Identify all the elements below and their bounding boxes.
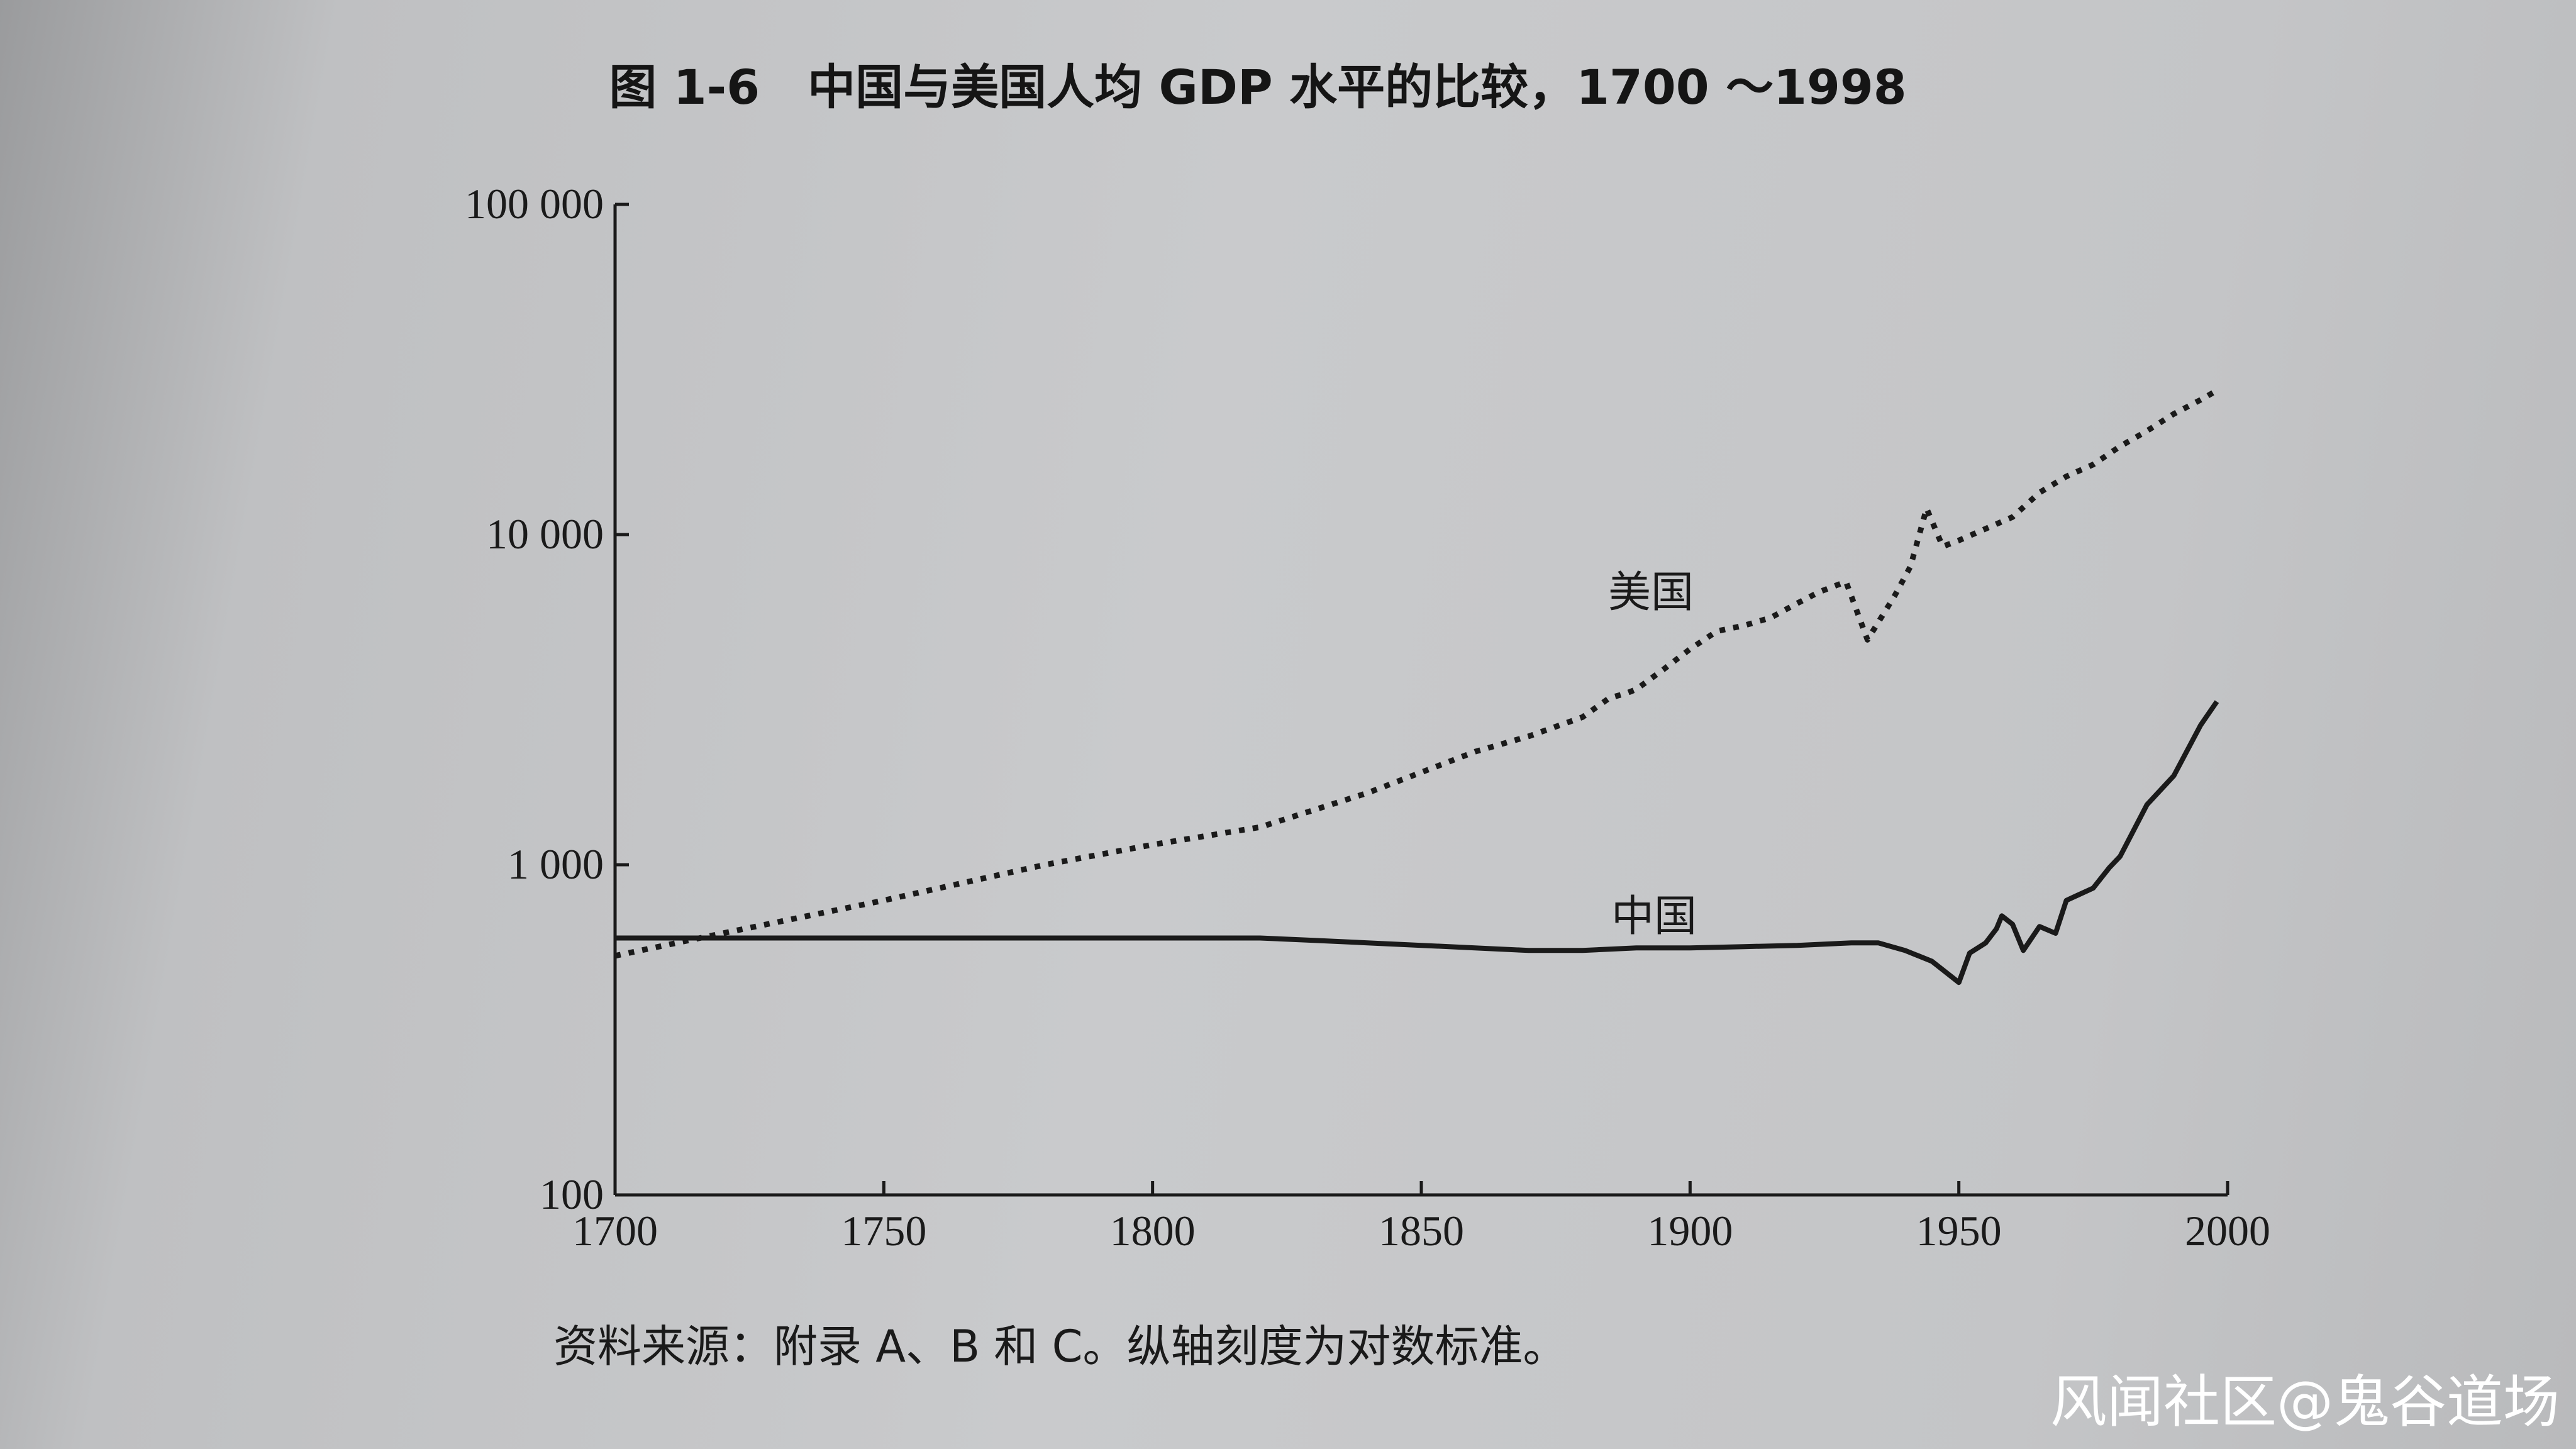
y-tick-label-10000: 10 000 bbox=[486, 510, 604, 558]
chart-title: 图 1-6 中国与美国人均 GDP 水平的比较，1700 ～1998 bbox=[609, 59, 1906, 115]
y-tick-label-100000: 100 000 bbox=[465, 180, 604, 228]
series-lines bbox=[614, 388, 2219, 985]
x-tick-label-2000: 2000 bbox=[2185, 1207, 2270, 1255]
y-tick-label-100: 100 bbox=[540, 1170, 604, 1218]
y-axis-ticks: 100 1 000 10 000 100 000 bbox=[465, 180, 629, 1218]
x-tick-label-1800: 1800 bbox=[1110, 1207, 1196, 1255]
x-axis-ticks: 1700 1750 1800 1850 1900 1950 2000 bbox=[572, 1181, 2270, 1255]
series-label-china: 中国 bbox=[1611, 892, 1697, 941]
series-line-china bbox=[615, 700, 2219, 985]
x-tick-label-1950: 1950 bbox=[1916, 1207, 2002, 1255]
x-tick-label-1750: 1750 bbox=[841, 1207, 926, 1255]
y-tick-label-1000: 1 000 bbox=[508, 840, 604, 888]
x-tick-label-1900: 1900 bbox=[1647, 1207, 1733, 1255]
source-note: 资料来源：附录 A、B 和 C。纵轴刻度为对数标准。 bbox=[553, 1321, 1567, 1372]
series-label-usa: 美国 bbox=[1608, 568, 1694, 618]
x-tick-label-1700: 1700 bbox=[572, 1207, 658, 1255]
x-tick-label-1850: 1850 bbox=[1379, 1207, 1464, 1255]
watermark: 风闻社区@鬼谷道场 bbox=[2050, 1369, 2560, 1435]
series-line-usa bbox=[614, 388, 2219, 959]
